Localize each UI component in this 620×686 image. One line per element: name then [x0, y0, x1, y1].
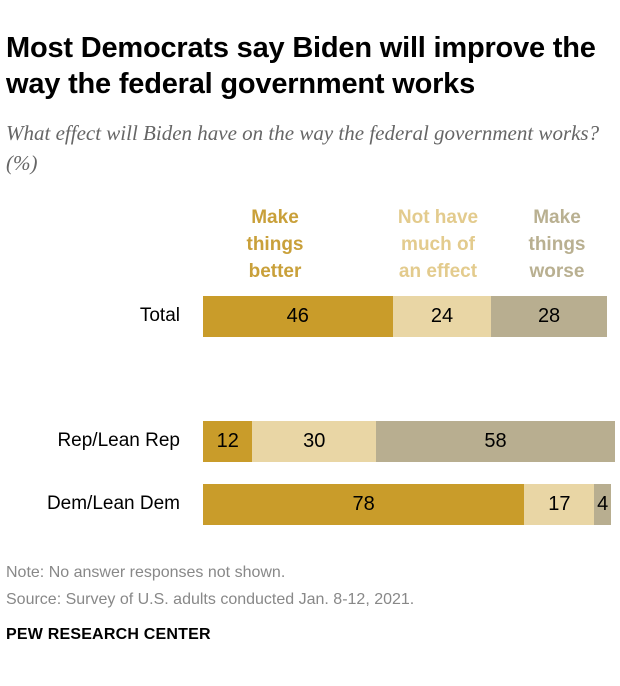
data-label: 58 [484, 430, 507, 452]
legend-entry: Make things better [246, 207, 304, 282]
data-label: 78 [352, 493, 375, 515]
bar-segment: 58 [376, 421, 615, 462]
bar-segment: 78 [203, 484, 525, 525]
bar-segment: 28 [491, 296, 607, 337]
bar-segment: 30 [252, 421, 377, 462]
note: Note: No answer responses not shown. [6, 564, 286, 581]
bar-segment: 17 [524, 484, 595, 525]
brand-logo-text: PEW RESEARCH CENTER [6, 626, 211, 643]
data-label: 30 [303, 430, 326, 452]
category-label: Rep/Lean Rep [57, 430, 180, 451]
data-label: 17 [548, 493, 571, 515]
category-label: Dem/Lean Dem [46, 493, 180, 514]
bar-segment: 24 [392, 296, 492, 337]
legend-entry: Not have much of an effect [397, 207, 479, 282]
legend-entry: Make things worse [528, 207, 586, 282]
chart-subtitle: What effect will Biden have on the way t… [6, 121, 600, 175]
data-label: 4 [597, 493, 609, 515]
chart-title: Most Democrats say Biden will improve th… [6, 32, 596, 100]
data-label: 24 [430, 305, 454, 327]
source: Source: Survey of U.S. adults conducted … [6, 591, 415, 608]
data-label: 46 [286, 305, 309, 327]
bar-segment: 46 [203, 296, 393, 337]
category-label: Total [139, 305, 180, 326]
data-label: 12 [216, 430, 239, 452]
bar-segment: 12 [203, 421, 253, 462]
data-label: 28 [537, 305, 561, 327]
bar-segment: 4 [594, 484, 611, 525]
